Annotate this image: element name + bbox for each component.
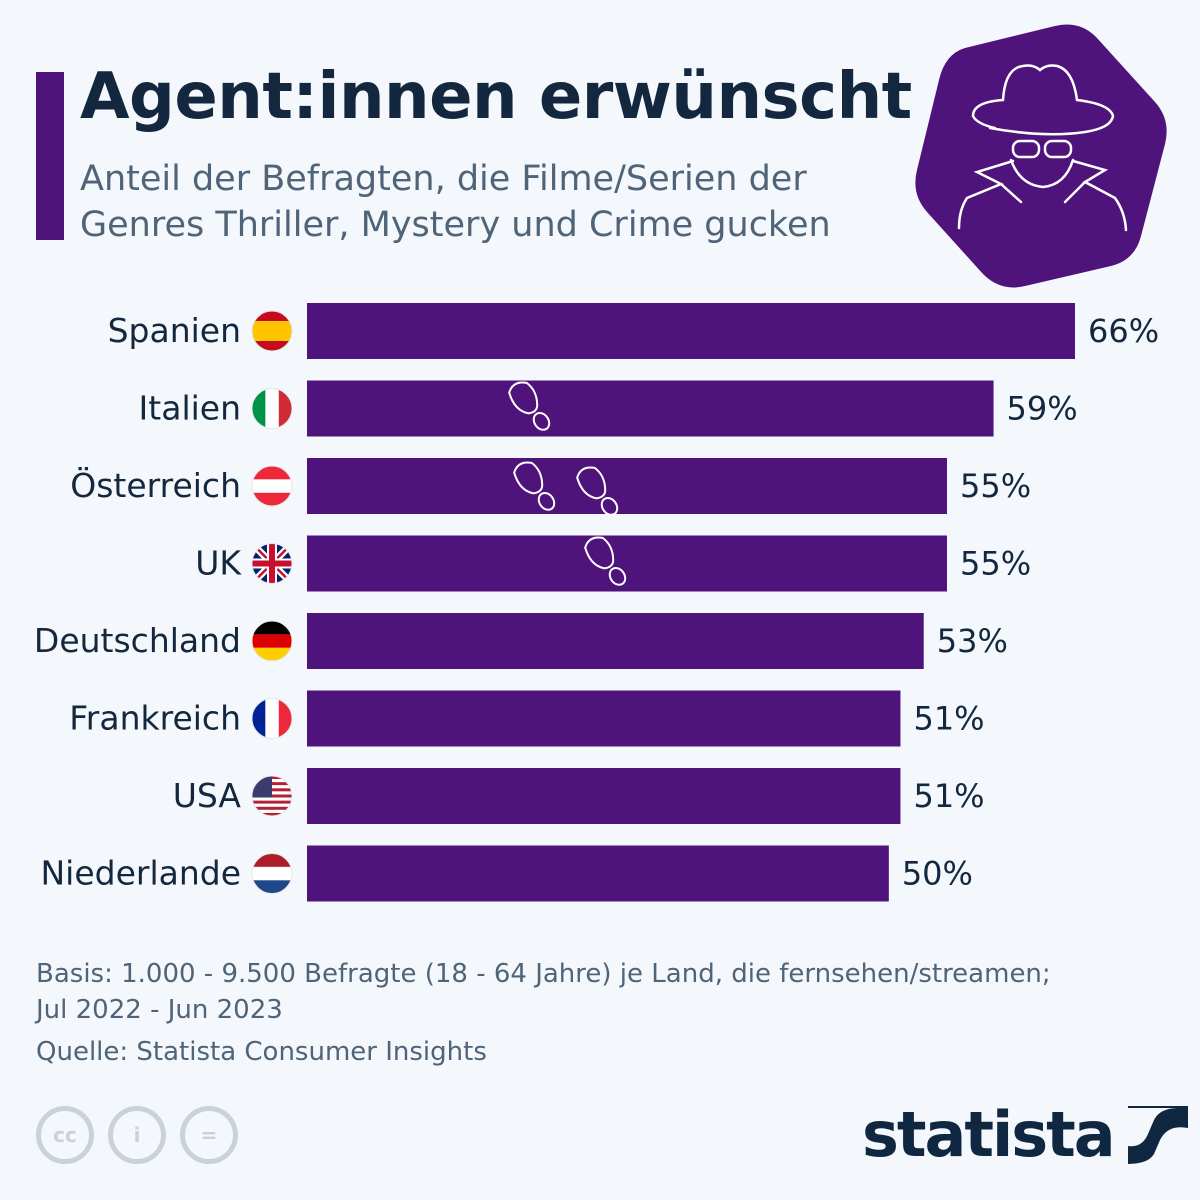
bar-es <box>307 303 1075 359</box>
statista-logo[interactable]: statista <box>862 1098 1188 1171</box>
accent-bar <box>36 72 64 240</box>
value-label: 55% <box>960 545 1031 583</box>
bar-chart: Spanien 66% Italien 59% Österreich 55% UK 55% De… <box>34 303 1159 902</box>
value-label: 66% <box>1088 312 1159 350</box>
statista-logo-icon <box>1127 1105 1188 1164</box>
value-label: 50% <box>902 855 973 893</box>
flag-us-icon <box>252 776 292 816</box>
value-label: 59% <box>1007 390 1078 428</box>
no-derivatives-icon[interactable]: = <box>180 1106 238 1164</box>
value-label: 51% <box>913 777 984 815</box>
value-label: 53% <box>937 622 1008 660</box>
category-label: Frankreich <box>69 699 241 738</box>
category-label: Italien <box>139 389 241 428</box>
category-label: Österreich <box>70 465 241 505</box>
flag-at-icon <box>252 466 292 506</box>
flag-it-icon <box>252 388 292 429</box>
page-title: Agent:innen erwünscht <box>80 60 912 134</box>
source-note: Quelle: Statista Consumer Insights <box>36 1037 487 1067</box>
category-label: Niederlande <box>40 854 241 893</box>
license-icons: cc i = <box>36 1106 238 1164</box>
category-label: Deutschland <box>34 621 241 660</box>
bar-fr <box>307 690 901 747</box>
cc-icon[interactable]: cc <box>36 1106 94 1164</box>
category-label: Spanien <box>108 311 241 350</box>
value-label: 55% <box>960 467 1031 505</box>
flag-fr-icon <box>252 698 292 739</box>
bar-nl <box>307 845 889 902</box>
bar-us <box>307 768 901 824</box>
flag-de-icon <box>252 621 292 661</box>
subtitle: Anteil der Befragten, die Filme/Serien d… <box>80 159 831 245</box>
footprints-icon <box>508 381 627 586</box>
basis-note: Basis: 1.000 - 9.500 Befragte (18 - 64 J… <box>36 959 1051 1025</box>
value-label: 51% <box>913 700 984 738</box>
flag-es-icon <box>252 311 292 351</box>
flag-nl-icon <box>252 853 292 894</box>
notes: Basis: 1.000 - 9.500 Befragte (18 - 64 J… <box>36 956 1051 1076</box>
bar-it <box>307 380 994 437</box>
bar-uk <box>307 535 947 592</box>
spy-icon <box>915 24 1167 288</box>
attribution-icon[interactable]: i <box>108 1106 166 1164</box>
category-label: USA <box>173 776 242 815</box>
flag-uk-icon <box>252 543 292 584</box>
period-note: Jul 2022 - Jun 2023 <box>36 995 283 1025</box>
bar-de <box>307 613 924 669</box>
category-label: UK <box>195 544 242 583</box>
bar-at <box>307 458 947 514</box>
